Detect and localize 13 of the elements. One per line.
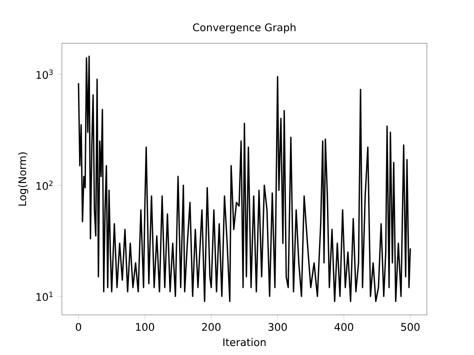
chart-title: Convergence Graph (193, 23, 296, 34)
x-tick-label: 400 (334, 323, 354, 331)
x-tick-label: 300 (268, 323, 287, 331)
y-axis-title: Log(Norm) (18, 152, 28, 206)
x-tick-label: 500 (401, 323, 420, 331)
y-tick-label: 10$^{1}$ (36, 292, 53, 301)
x-tick-label: 100 (136, 323, 154, 331)
x-tick-label: 0 (76, 323, 82, 331)
line-series (78, 56, 411, 302)
y-tick-label: 10$^{2}$ (36, 180, 53, 190)
x-axis-title: Iteration (223, 338, 266, 346)
y-tick-label: 10$^{3}$ (36, 70, 53, 79)
x-tick-label: 200 (202, 323, 220, 331)
